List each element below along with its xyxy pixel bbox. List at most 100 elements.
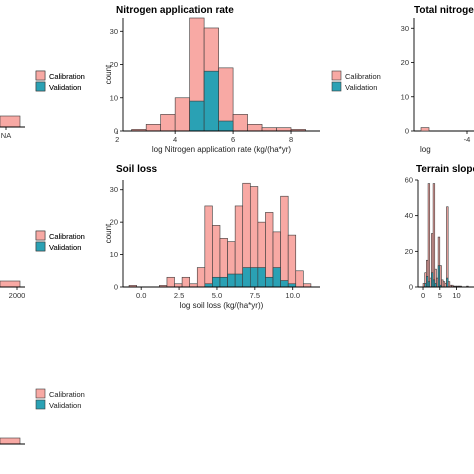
legend-label: Calibration	[49, 72, 85, 81]
validation-bar	[249, 267, 259, 288]
validation-bar	[203, 70, 219, 132]
validation-bar	[234, 273, 244, 288]
total-nitrogen-plot	[411, 18, 474, 134]
legend-label: Calibration	[345, 72, 381, 81]
validation-bar	[272, 267, 281, 288]
left-bottom-plot	[0, 437, 25, 445]
y-tick-label: 0	[405, 127, 409, 136]
x-axis-label: log Nitrogen application rate (kg/(ha*yr…	[152, 145, 292, 154]
x-tick-label: 5	[438, 291, 442, 300]
validation-bar	[437, 265, 441, 288]
legend-swatch	[35, 230, 46, 241]
calibration-bar	[303, 283, 312, 288]
y-tick-label: 10	[110, 250, 118, 259]
validation-bar	[204, 283, 213, 288]
validation-bar	[280, 280, 289, 288]
calibration-bar	[247, 124, 263, 132]
calibration-bar	[0, 280, 21, 288]
legend-label: Calibration	[49, 232, 85, 241]
x-tick-label: 0.0	[136, 291, 146, 300]
y-tick-label: 20	[405, 247, 413, 256]
calibration-bar	[280, 195, 289, 288]
legend-label: Calibration	[49, 72, 85, 81]
validation-bar	[257, 267, 266, 288]
validation-bar	[434, 283, 437, 288]
calibration-bar	[0, 437, 21, 445]
y-tick-label: 10	[110, 93, 118, 102]
calibration-bar	[174, 283, 183, 288]
x-tick-label: NA	[1, 131, 11, 140]
chart-title: Total nitrogen	[414, 5, 474, 16]
x-tick-label: -4	[464, 135, 471, 144]
x-tick-label: 2	[115, 135, 119, 144]
legend-label: Validation	[49, 243, 81, 252]
x-tick-label: 5.0	[212, 291, 222, 300]
nitrogen-application-rate-plot	[116, 17, 320, 134]
x-tick-label: 2000	[9, 291, 26, 300]
legend-label: Validation	[49, 83, 81, 92]
y-tick-label: 20	[401, 58, 409, 67]
calibration-bar	[446, 206, 449, 288]
x-tick-label: 0	[421, 291, 425, 300]
calibration-bar	[232, 114, 248, 132]
validation-bar	[212, 276, 221, 288]
chart-title: Terrain slope	[416, 164, 474, 175]
calibration-bar	[420, 127, 430, 132]
calibration-bar	[295, 270, 304, 288]
x-tick-label: 10.0	[285, 291, 300, 300]
calibration-bar	[145, 124, 161, 132]
calibration-bar	[189, 283, 198, 288]
legend-swatch	[331, 70, 342, 81]
legend	[331, 70, 342, 92]
y-tick-label: 10	[401, 92, 409, 101]
calibration-bar	[276, 127, 292, 132]
calibration-bar	[287, 234, 297, 288]
x-tick-label: 2.5	[174, 291, 184, 300]
y-axis-label: count	[104, 223, 113, 243]
legend-label: Validation	[49, 83, 81, 92]
x-axis-label: log soil loss (kg/(ha*yr))	[180, 301, 264, 310]
legend-swatch	[35, 241, 46, 252]
calibration-bar	[174, 97, 190, 132]
calibration-bar	[204, 205, 213, 288]
validation-bar	[218, 120, 234, 132]
validation-bar	[446, 277, 449, 288]
chart-title: Nitrogen application rate	[116, 5, 234, 16]
legend-swatch	[35, 399, 46, 410]
calibration-bar	[427, 183, 431, 288]
calibration-bar	[265, 212, 274, 288]
legend	[35, 230, 46, 252]
x-tick-label: 10	[452, 291, 460, 300]
legend-label: Calibration	[49, 232, 85, 241]
calibration-bar	[0, 115, 21, 128]
x-tick-label: 8	[289, 135, 293, 144]
x-tick-label: 4	[173, 135, 177, 144]
x-tick-label: 6	[231, 135, 235, 144]
left-top-plot	[0, 115, 25, 130]
y-tick-label: 0	[409, 283, 413, 292]
y-tick-label: 0	[114, 283, 118, 292]
y-tick-label: 40	[405, 211, 413, 220]
legend-swatch	[35, 388, 46, 399]
legend-swatch	[331, 81, 342, 92]
y-tick-label: 0	[114, 127, 118, 136]
y-tick-label: 60	[405, 176, 413, 185]
y-tick-label: 30	[401, 24, 409, 33]
legend-label: Calibration	[49, 390, 85, 399]
y-tick-label: 30	[110, 27, 118, 36]
validation-bar	[227, 273, 236, 288]
y-tick-label: 20	[110, 218, 118, 227]
calibration-bar	[160, 114, 176, 132]
left-middle-plot	[0, 280, 25, 290]
legend-swatch	[35, 70, 46, 81]
validation-bar	[219, 276, 228, 288]
legend-swatch	[35, 81, 46, 92]
y-axis-label: count	[104, 64, 113, 84]
calibration-bar	[166, 276, 175, 288]
legend-label: Validation	[49, 401, 81, 410]
calibration-bar	[261, 127, 277, 132]
validation-bar	[189, 100, 205, 132]
legend	[35, 70, 46, 92]
soil-loss-plot	[120, 180, 320, 290]
